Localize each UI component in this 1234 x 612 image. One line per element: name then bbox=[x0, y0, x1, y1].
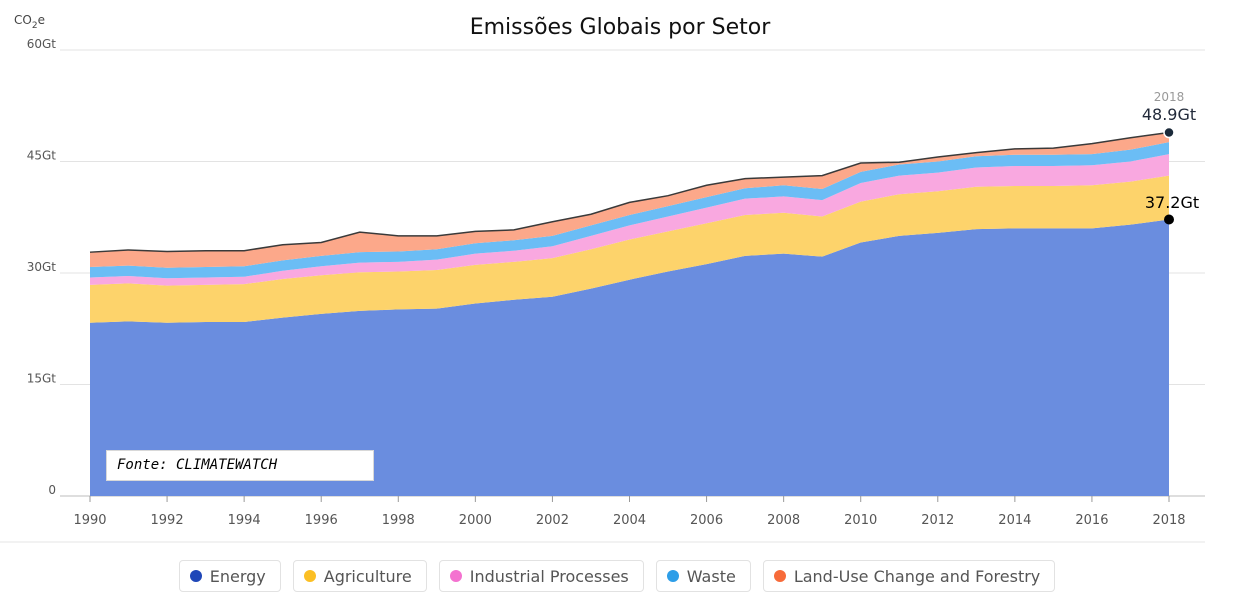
x-tick-label: 2010 bbox=[844, 513, 877, 528]
x-tick-label: 1998 bbox=[382, 513, 415, 528]
total-value-label: 48.9Gt bbox=[1142, 105, 1196, 124]
y-tick-label: 45Gt bbox=[27, 149, 57, 163]
total-point[interactable] bbox=[1163, 126, 1175, 139]
y-tick-label: 60Gt bbox=[27, 37, 57, 51]
legend: Energy Agriculture Industrial Processes Was… bbox=[0, 560, 1234, 592]
legend-item-land-use-change-and-forestry[interactable]: Land-Use Change and Forestry bbox=[762, 560, 1056, 592]
area-waste[interactable] bbox=[90, 142, 1169, 279]
chart-title: Emissões Globais por Setor bbox=[470, 15, 772, 40]
total-line bbox=[89, 131, 1170, 253]
legend-item-industrial-processes[interactable]: Industrial Processes bbox=[438, 560, 644, 592]
legend-dot-icon bbox=[449, 570, 462, 582]
x-tick-label: 2014 bbox=[998, 513, 1031, 528]
legend-item-agriculture[interactable]: Agriculture bbox=[292, 560, 427, 592]
legend-label: Energy bbox=[209, 566, 266, 586]
area-industrial-processes[interactable] bbox=[90, 154, 1169, 286]
legend-dot-icon bbox=[666, 570, 679, 582]
legend-label: Industrial Processes bbox=[469, 566, 629, 586]
source-label: Fonte: CLIMATEWATCH bbox=[106, 450, 374, 481]
x-tick-label: 2004 bbox=[613, 513, 646, 528]
x-tick-label: 1994 bbox=[228, 513, 261, 528]
area-agriculture[interactable] bbox=[90, 175, 1169, 323]
legend-dot-icon bbox=[773, 570, 786, 582]
y-tick-label: 15Gt bbox=[27, 372, 57, 386]
legend-dot-icon bbox=[189, 570, 202, 582]
legend-item-waste[interactable]: Waste bbox=[655, 560, 751, 592]
area-energy[interactable] bbox=[90, 219, 1169, 497]
legend-item-energy[interactable]: Energy bbox=[178, 560, 281, 592]
legend-label: Waste bbox=[686, 566, 736, 586]
legend-label: Agriculture bbox=[323, 566, 412, 586]
x-tick-label: 2002 bbox=[536, 513, 569, 528]
x-tick-label: 2018 bbox=[1152, 513, 1185, 528]
area-land-use-change-and-forestry[interactable] bbox=[90, 132, 1169, 268]
total-year-label: 2018 bbox=[1154, 90, 1185, 104]
x-tick-label: 1990 bbox=[73, 513, 106, 528]
legend-dot-icon bbox=[303, 570, 316, 582]
x-tick-label: 2012 bbox=[921, 513, 954, 528]
x-tick-label: 2008 bbox=[767, 513, 800, 528]
x-tick-label: 1996 bbox=[305, 513, 338, 528]
energy-value-label: 37.2Gt bbox=[1145, 193, 1199, 212]
legend-label: Land-Use Change and Forestry bbox=[793, 566, 1041, 586]
y-tick-label: 0 bbox=[48, 483, 56, 497]
axes: 1990 1992 1994 1996 1998 2000 2002 2004 2006 2008… bbox=[0, 496, 1205, 543]
area-series bbox=[89, 131, 1170, 497]
energy-point[interactable] bbox=[1164, 214, 1174, 225]
x-tick-label: 2016 bbox=[1075, 513, 1108, 528]
x-tick-label: 1992 bbox=[151, 513, 184, 528]
x-tick-label: 2006 bbox=[690, 513, 723, 528]
x-tick-label: 2000 bbox=[459, 513, 492, 528]
y-tick-label: 30Gt bbox=[27, 260, 57, 274]
y-axis-unit: CO2e bbox=[14, 13, 45, 31]
